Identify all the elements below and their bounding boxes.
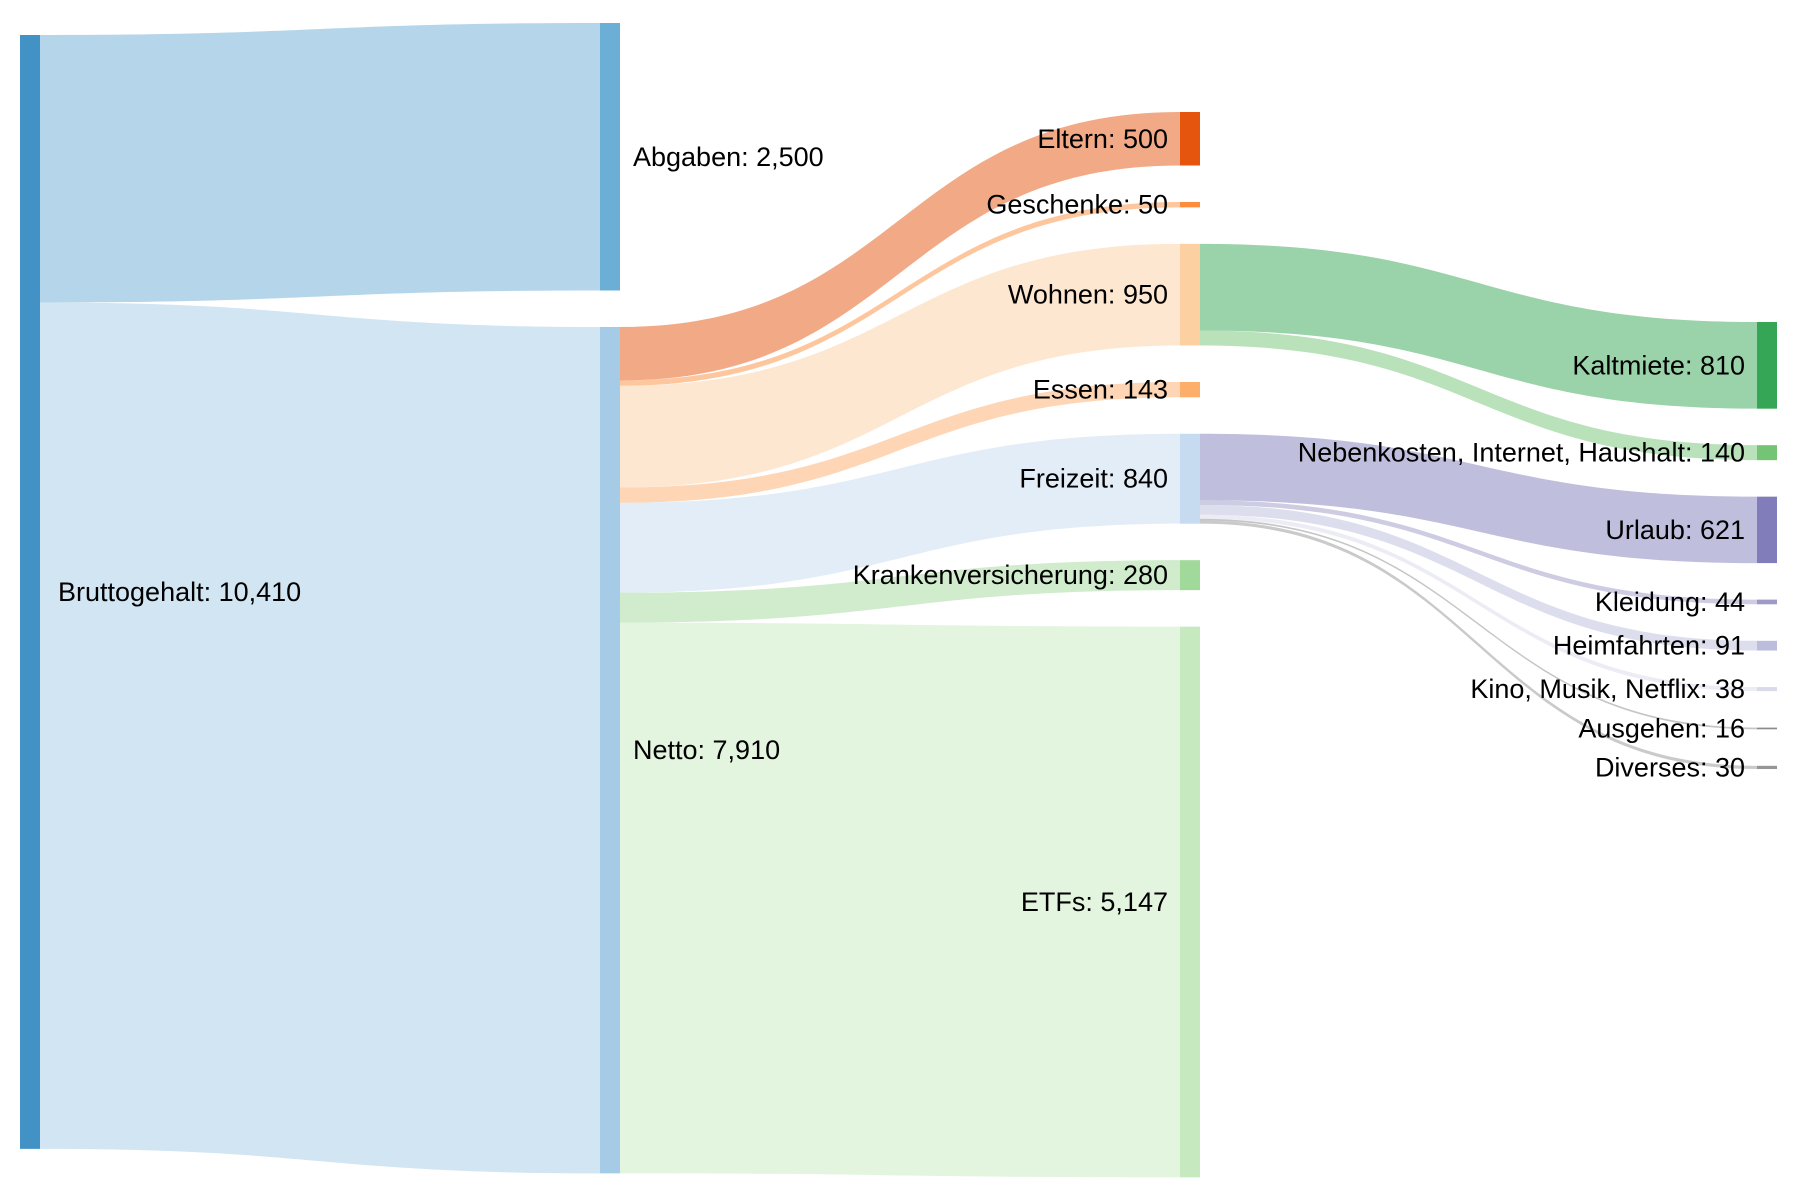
flow-freizeit-kino <box>1200 514 1757 692</box>
flow-bruttogehalt-netto <box>40 302 600 1174</box>
node-kino <box>1757 687 1777 692</box>
label-diverses: Diverses: 30 <box>1595 752 1745 782</box>
nodes-layer <box>20 23 1777 1178</box>
node-bruttogehalt <box>20 35 40 1149</box>
label-kaltmiete: Kaltmiete: 810 <box>1572 350 1745 380</box>
label-netto: Netto: 7,910 <box>633 735 780 765</box>
node-nebenkosten <box>1757 445 1777 461</box>
node-diverses <box>1757 765 1777 770</box>
label-kleidung: Kleidung: 44 <box>1595 587 1745 617</box>
flow-freizeit-urlaub <box>1200 433 1757 564</box>
label-nebenkosten: Nebenkosten, Internet, Haushalt: 140 <box>1298 438 1745 468</box>
label-kino: Kino, Musik, Netflix: 38 <box>1470 674 1745 704</box>
label-geschenke: Geschenke: 50 <box>986 190 1168 220</box>
node-kaltmiete <box>1757 322 1777 409</box>
node-eltern <box>1180 112 1200 166</box>
node-krankenversicherung <box>1180 560 1200 591</box>
flow-freizeit-ausgehen <box>1200 518 1757 730</box>
node-essen <box>1180 382 1200 398</box>
flow-netto-etfs <box>620 622 1180 1178</box>
label-freizeit: Freizeit: 840 <box>1019 464 1168 494</box>
flow-netto-krankenversicherung <box>620 560 1180 623</box>
label-wohnen: Wohnen: 950 <box>1008 280 1168 310</box>
labels-layer: Bruttogehalt: 10,410 Abgaben: 2,500 Netto:… <box>58 124 1745 917</box>
flow-netto-eltern <box>620 112 1180 381</box>
label-heimfahrten: Heimfahrten: 91 <box>1553 631 1745 661</box>
flows-layer <box>40 23 1757 1178</box>
label-ausgehen: Ausgehen: 16 <box>1578 713 1745 743</box>
label-urlaub: Urlaub: 621 <box>1605 515 1745 545</box>
node-kleidung <box>1757 599 1777 605</box>
node-geschenke <box>1180 202 1200 208</box>
flow-freizeit-heimfahrten <box>1200 504 1757 651</box>
node-etfs <box>1180 626 1200 1178</box>
node-ausgehen <box>1757 727 1777 730</box>
flow-bruttogehalt-abgaben <box>40 23 600 303</box>
flow-netto-geschenke <box>620 202 1180 386</box>
node-wohnen <box>1180 243 1200 346</box>
label-abgaben: Abgaben: 2,500 <box>633 142 824 172</box>
node-netto <box>600 327 620 1174</box>
node-abgaben <box>600 23 620 291</box>
flow-netto-essen <box>620 382 1180 503</box>
node-heimfahrten <box>1757 640 1777 651</box>
node-urlaub <box>1757 496 1777 564</box>
label-etfs: ETFs: 5,147 <box>1021 887 1168 917</box>
flow-freizeit-diverses <box>1200 520 1757 770</box>
flow-wohnen-kaltmiete <box>1200 243 1757 409</box>
label-bruttogehalt: Bruttogehalt: 10,410 <box>58 577 301 607</box>
label-essen: Essen: 143 <box>1033 375 1168 405</box>
flow-wohnen-nebenkosten <box>1200 330 1757 461</box>
flow-netto-freizeit <box>620 433 1180 593</box>
flow-freizeit-kleidung <box>1200 500 1757 605</box>
label-eltern: Eltern: 500 <box>1037 124 1168 154</box>
label-krankenversicherung: Krankenversicherung: 280 <box>853 560 1168 590</box>
node-freizeit <box>1180 433 1200 524</box>
flow-netto-wohnen <box>620 243 1180 488</box>
